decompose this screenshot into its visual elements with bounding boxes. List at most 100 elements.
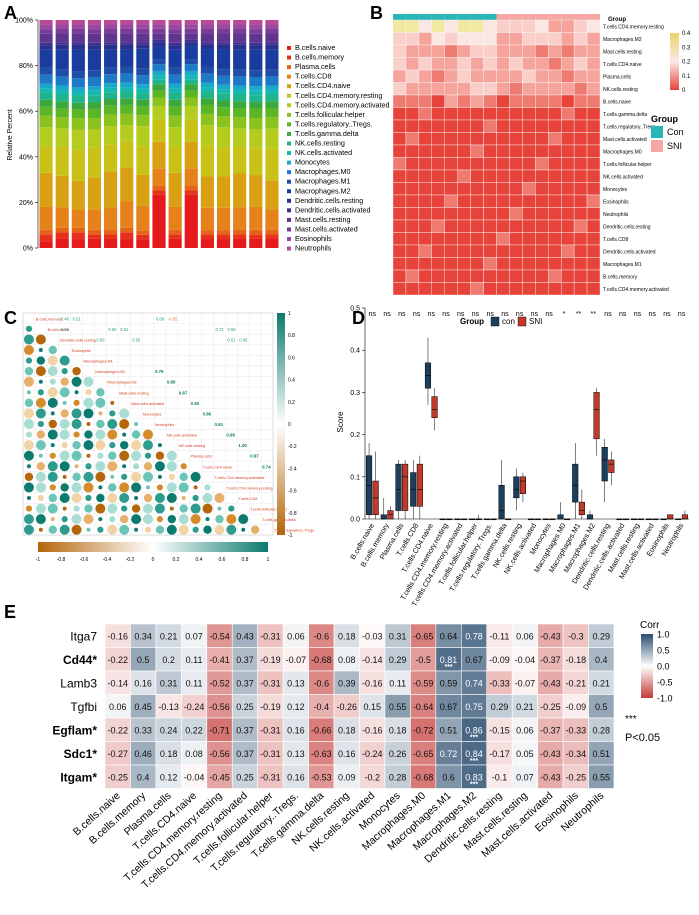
panel-b-cell <box>535 207 549 221</box>
panel-b-cell <box>522 107 536 121</box>
panel-a-bar-segment <box>265 108 279 118</box>
panel-b-cell <box>431 219 445 233</box>
panel-b-cell <box>548 232 562 246</box>
panel-a-bar-segment <box>71 33 85 43</box>
panel-c-corr-circle <box>169 506 174 511</box>
panel-d-significance: ns <box>442 311 450 318</box>
panel-b-cell <box>470 94 484 108</box>
panel-b-cell <box>483 19 497 33</box>
panel-a-legend-label: T.cells.regulatory..Tregs. <box>295 119 373 128</box>
panel-a-legend-swatch <box>287 46 291 50</box>
panel-e-cell-value: -0.13 <box>158 702 179 712</box>
panel-b-cell <box>483 282 497 296</box>
panel-c-corr-circle <box>217 506 222 511</box>
panel-a-bar-segment <box>152 39 166 43</box>
panel-a-bar-segment <box>216 49 231 70</box>
panel-b-cell <box>573 194 588 208</box>
panel-b-cell <box>509 69 523 83</box>
panel-a-bar-segment <box>200 104 214 114</box>
panel-a-bar-segment <box>168 238 182 248</box>
panel-c-corr-circle <box>95 461 106 472</box>
panel-a-bar-segment <box>152 90 166 98</box>
panel-a-bar-segment <box>104 229 118 235</box>
panel-b-cell <box>496 144 510 158</box>
panel-b-cell <box>431 182 445 196</box>
panel-a-bar-segment <box>233 146 247 174</box>
panel-e-cell-value: -0.71 <box>209 725 230 735</box>
panel-e-cell-value: 0.16 <box>287 725 305 735</box>
panel-c-upper-value: 0.58 <box>132 337 141 342</box>
panel-c-corr-circle <box>37 420 44 428</box>
panel-a-bar-segment <box>87 86 102 91</box>
panel-b-cell <box>509 57 523 71</box>
panel-a-bar-segment <box>120 104 134 114</box>
panel-c-diag-label: NK.cells.activated <box>167 434 197 438</box>
panel-b-cell <box>418 232 433 246</box>
panel-b-cell <box>535 282 549 296</box>
panel-c-corr-circle <box>35 408 46 419</box>
panel-a-bar-segment <box>184 46 198 60</box>
panel-b-cell <box>560 157 575 171</box>
panel-b-group-bar <box>457 14 471 20</box>
panel-b-cell <box>496 157 510 171</box>
panel-c-highlight-value: 0.79 <box>155 369 164 374</box>
panel-d-significance: ns <box>398 311 406 318</box>
panel-b-cell <box>392 157 407 171</box>
panel-b-cell <box>560 269 575 283</box>
panel-b-cell <box>548 32 562 46</box>
panel-d-box <box>519 476 526 494</box>
panel-a-bar-segment <box>71 96 85 103</box>
panel-c-corr-circle <box>98 517 103 522</box>
panel-a-legend-label: Macrophages.M2 <box>295 186 351 195</box>
panel-c-corr-circle <box>35 397 46 408</box>
panel-e-cell-value: 0.29 <box>389 655 407 665</box>
panel-e-cell-value: 0.05 <box>516 749 534 759</box>
panel-b-cell <box>586 169 601 183</box>
panel-a-bar-segment <box>200 176 214 208</box>
panel-c-corr-circle <box>143 514 153 525</box>
panel-b-cell <box>405 232 420 246</box>
panel-b-group-bar <box>418 14 432 20</box>
panel-a-bar-segment <box>55 29 69 34</box>
panel-e-cell-value: 0.46 <box>134 749 152 759</box>
panel-e-cell-value: -0.31 <box>260 725 281 735</box>
panel-c-corr-circle <box>131 482 142 493</box>
panel-a-bar-segment <box>55 128 69 147</box>
panel-c-corr-circle <box>95 397 106 408</box>
panel-b-cell <box>457 244 471 258</box>
panel-c-upper-value: 0.72 <box>215 327 224 332</box>
panel-a-bar-segment <box>233 69 247 77</box>
panel-e-cell-value: -0.25 <box>566 772 587 782</box>
panel-a-bar-segment <box>200 66 214 74</box>
panel-b-cell <box>470 269 484 283</box>
panel-b-cell <box>431 82 445 96</box>
panel-a-bar-segment <box>55 33 69 43</box>
panel-a-bar-segment <box>200 234 214 240</box>
panel-a-bar-segment <box>249 229 263 235</box>
panel-a-bar-segment <box>71 239 85 248</box>
panel-a-legend-label: Eosinophils <box>295 234 332 243</box>
panel-c-corr-circle <box>59 493 70 503</box>
panel-b-cell <box>457 219 471 233</box>
panel-b-cell <box>573 19 588 33</box>
panel-b-cell <box>431 107 445 121</box>
panel-b-cell <box>496 244 510 258</box>
panel-e-cell-value: -0.41 <box>209 655 230 665</box>
panel-a-bar-segment <box>104 238 118 248</box>
panel-b-cell <box>509 182 523 196</box>
panel-b-cell <box>405 269 420 283</box>
panel-a-bar-segment <box>184 90 198 98</box>
panel-b-cell <box>392 269 407 283</box>
panel-a-bar-segment <box>168 42 182 46</box>
panel-e-cell-value: 0.16 <box>134 678 152 688</box>
panel-e-cell-value: 0.45 <box>134 702 152 712</box>
panel-b-cell <box>535 32 549 46</box>
panel-a-bar-segment <box>39 115 53 128</box>
panel-b-cell <box>405 107 420 121</box>
panel-b-cell <box>560 144 575 158</box>
panel-a-legend-label: T.cells.CD4.memory.activated <box>295 100 390 109</box>
panel-b-cell <box>496 169 510 183</box>
panel-e-cell-value: 0.34 <box>134 631 152 641</box>
panel-e-cell-value: 0.86 <box>465 725 483 735</box>
panel-e-cell-value: 0.18 <box>338 631 356 641</box>
